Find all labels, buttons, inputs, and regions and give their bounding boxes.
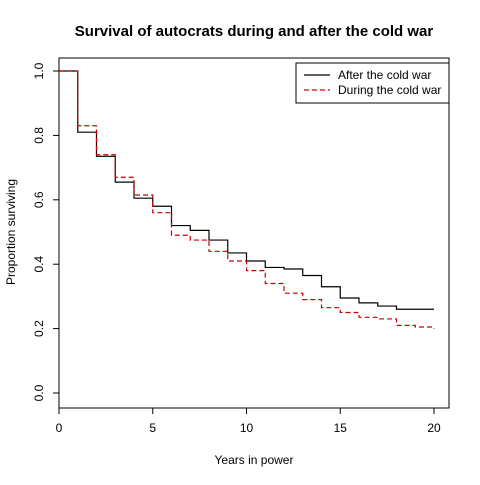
y-tick-label: 0.0 <box>32 384 46 401</box>
x-tick-label: 20 <box>427 421 441 435</box>
legend-label: After the cold war <box>338 68 431 82</box>
y-tick-label: 1.0 <box>32 62 46 79</box>
series-line <box>59 70 435 329</box>
series-layer <box>59 70 435 329</box>
y-tick-label: 0.8 <box>32 127 46 144</box>
y-tick-label: 0.6 <box>32 191 46 208</box>
x-tick-label: 10 <box>240 421 254 435</box>
plot-frame <box>58 57 450 409</box>
y-axis-label: Proportion surviving <box>4 179 18 285</box>
x-tick-label: 15 <box>334 421 348 435</box>
y-tick-label: 0.2 <box>32 320 46 337</box>
legend-box <box>295 62 450 104</box>
x-axis: 0 5 10 15 20 <box>56 408 441 435</box>
y-tick-label: 0.4 <box>32 256 46 273</box>
legend-label: During the cold war <box>338 83 441 97</box>
chart-title: Survival of autocrats during and after t… <box>75 23 434 40</box>
x-tick-label: 5 <box>149 421 156 435</box>
y-axis: 0.0 0.2 0.4 0.6 0.8 1.0 <box>32 62 59 401</box>
series-line <box>59 70 434 310</box>
x-tick-label: 0 <box>56 421 63 435</box>
x-axis-label: Years in power <box>215 453 294 467</box>
